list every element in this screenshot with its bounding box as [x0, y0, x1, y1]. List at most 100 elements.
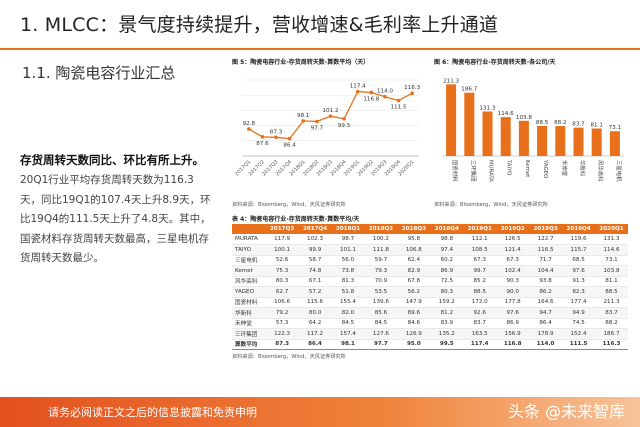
table-title: 表 4：陶瓷电容行业-存货周转天数-算数平均/天: [232, 216, 360, 223]
table-cell: 62.4: [397, 255, 431, 266]
bar: [464, 92, 475, 156]
table-row: Kemet 75.3 74.8 73.8 79.3 82.9 86.9 99.7 102.4 10…: [232, 265, 628, 277]
table-cell: 64.2: [298, 318, 332, 329]
table-cell: 172.0: [463, 297, 497, 308]
x-tick-label: 三环集团: [469, 160, 477, 182]
table-cell: 88.5: [595, 286, 628, 298]
bar: [518, 120, 529, 156]
bar: [573, 127, 584, 156]
title-divider: [0, 48, 640, 50]
bar: [446, 84, 457, 156]
column-header: 2019Q2: [496, 224, 530, 234]
table-cell: 80.3: [430, 286, 464, 298]
column-header: 2019Q4: [562, 224, 596, 234]
data-label: 86.4: [283, 143, 296, 149]
table-cell: 67.1: [298, 276, 332, 287]
table-cell: 135.2: [430, 328, 464, 340]
table-row: 国瓷材料 106.6 115.6 155.4 139.6 147.9 159.2 172.0 1…: [232, 297, 628, 308]
data-label: 87.6: [256, 141, 269, 147]
line-chart: 92.82017Q187.62017Q287.32017Q386.42017Q4…: [234, 79, 421, 177]
x-tick-label: 国瓷材料: [451, 160, 459, 182]
table-cell: 111.8: [364, 244, 398, 256]
table-cell: 99.7: [463, 265, 497, 277]
table-cell: 84.6: [397, 318, 431, 329]
data-label: 97.7: [311, 125, 324, 131]
table-cell: 88.5: [463, 286, 497, 298]
table-cell: 84.5: [331, 318, 365, 329]
table-cell: 72.5: [430, 276, 464, 287]
table-cell: 121.4: [496, 244, 530, 256]
table-cell: 58.7: [298, 255, 332, 266]
table-cell: 139.6: [364, 297, 398, 308]
table-cell: 147.9: [397, 297, 431, 308]
table-row: 风华高科 80.3 67.1 81.3 70.9 67.8 72.5 85.2 90.3 93.8…: [232, 276, 628, 287]
footer-disclaimer: 请务必阅读正文之后的信息披露和免责申明: [48, 406, 257, 419]
table-cell: 86.9: [496, 318, 530, 329]
bar-chart-panel: 图 6：陶瓷电容行业-存货周转天数-各公司/天 211.3 国瓷材料 186.7 三环…: [434, 57, 628, 209]
bar: [482, 111, 493, 156]
table-cell: 81.1: [595, 276, 628, 287]
table-cell: 67.8: [397, 276, 431, 287]
bar-value-label: 83.7: [572, 122, 585, 128]
x-tick-label: 禾伸堂: [560, 160, 568, 177]
table-cell: 126.5: [496, 234, 530, 245]
table-cell: 119.6: [562, 234, 596, 245]
data-point: [369, 90, 374, 95]
data-point: [301, 119, 306, 123]
table-cell: 112.1: [463, 234, 497, 245]
table-cell: 82.9: [397, 265, 431, 277]
table-cell: 67.3: [496, 255, 530, 266]
bar-chart-source: 资料来源：Bloomberg，Wind，天风证券研究所: [434, 202, 548, 208]
table-cell: 73.1: [595, 255, 628, 266]
table-cell: 111.5: [562, 338, 596, 350]
line-chart-source: 资料来源：Bloomberg，Wind，天风证券研究所: [232, 202, 346, 208]
table-cell: 67.3: [463, 255, 497, 266]
table-cell: 163.5: [463, 328, 497, 340]
table-cell: 85.6: [364, 307, 398, 319]
table-cell: 122.7: [529, 234, 563, 245]
table-cell: 95.0: [397, 338, 431, 350]
table-row: YAGEO 62.7 57.2 51.8 53.5 56.2 80.3 88.5 90.0 86.…: [232, 286, 628, 298]
table-cell: 62.7: [265, 286, 299, 298]
data-point: [315, 119, 319, 124]
table-cell: 186.7: [595, 328, 628, 340]
table-cell: 98.8: [430, 234, 464, 245]
table-cell: 57.2: [298, 286, 332, 298]
data-label: 114.0: [377, 89, 393, 95]
row-label: 算数平均: [232, 338, 266, 350]
table-cell: 81.3: [331, 276, 365, 287]
table-cell: 80.0: [298, 307, 332, 319]
table-cell: 87.3: [265, 338, 299, 350]
table-cell: 83.7: [463, 318, 497, 329]
bar: [555, 126, 566, 156]
data-label: 98.1: [297, 113, 310, 119]
table-cell: 102.3: [298, 234, 332, 245]
data-point: [260, 135, 265, 139]
bar-chart: 211.3 国瓷材料 186.7 三环集团 131.3 MURATA 114.6 TAIYO 1…: [442, 78, 624, 182]
table-cell: 93.8: [529, 276, 563, 287]
table-cell: 79.3: [364, 265, 398, 277]
column-header: 2018Q1: [331, 224, 365, 234]
table-cell: 71.7: [529, 255, 563, 266]
table-cell: 156.9: [496, 328, 530, 340]
table-cell: 100.2: [364, 234, 398, 245]
table-cell: 60.2: [430, 255, 464, 266]
table-row: 禾伸堂 57.3 64.2 84.5 84.5 84.6 83.9 83.7 86.9 86.4 7…: [232, 318, 628, 329]
footer-bar: [0, 397, 640, 427]
x-tick-label: YAGEO: [542, 159, 548, 178]
bar: [591, 128, 602, 156]
table-cell: 57.3: [265, 318, 299, 329]
row-label: 三星电机: [232, 255, 266, 266]
table-cell: 59.7: [364, 255, 398, 266]
table-cell: 211.3: [595, 297, 628, 308]
table-cell: 157.4: [331, 328, 365, 340]
table-cell: 83.9: [430, 318, 464, 329]
table-cell: 102.4: [496, 265, 530, 277]
table-cell: 99.9: [298, 244, 332, 256]
bar-value-label: 103.8: [516, 115, 532, 121]
table-cell: 116.5: [529, 244, 563, 256]
row-label: 三环集团: [232, 328, 266, 340]
table-cell: 126.9: [397, 328, 431, 340]
inventory-table: 2017Q3 2017Q4 2018Q1 2018Q2 2018Q3 2018Q4 2019…: [232, 224, 628, 350]
table-cell: 100.1: [265, 244, 299, 256]
